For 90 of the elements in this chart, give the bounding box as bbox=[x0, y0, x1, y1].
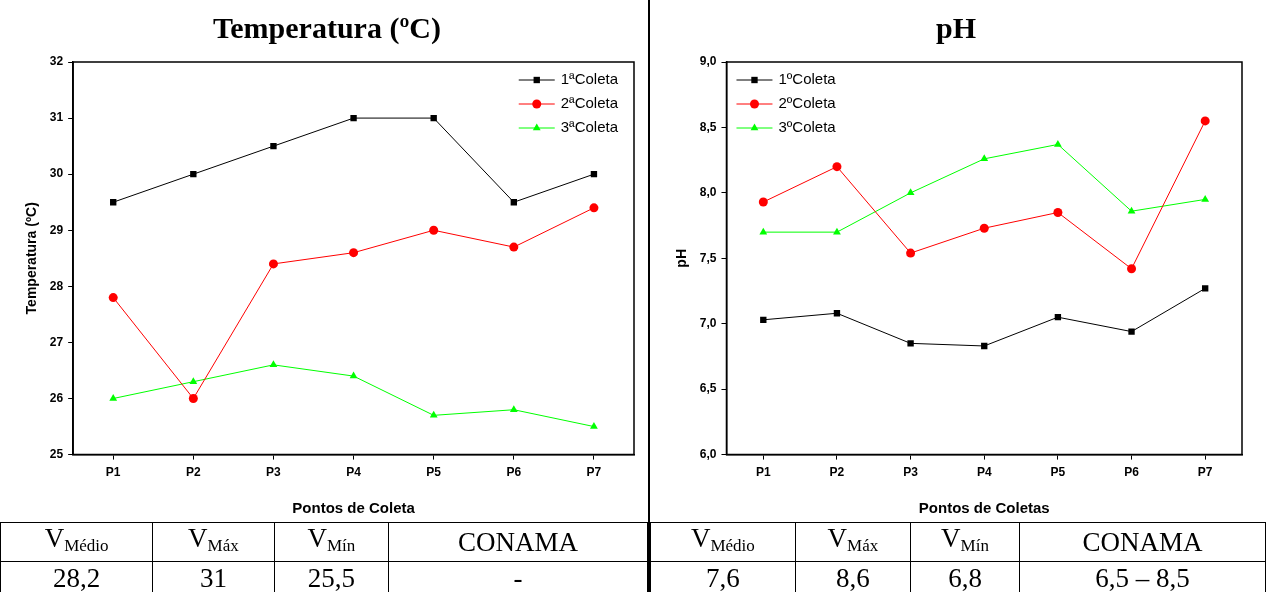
legend-label: 3ªColeta bbox=[560, 118, 619, 136]
text: 31 bbox=[152, 561, 275, 592]
point bbox=[509, 405, 518, 412]
y-axis-title: pH bbox=[673, 248, 690, 268]
text: 7,6 bbox=[650, 561, 796, 592]
x-tick-label: P5 bbox=[426, 465, 442, 480]
y-tick-label: 25 bbox=[49, 446, 64, 461]
y-tick-label: 6,5 bbox=[699, 381, 717, 396]
y-tick-label: 26 bbox=[49, 390, 64, 405]
legend-label: 2ªColeta bbox=[560, 94, 619, 112]
y-tick-label: 28 bbox=[49, 278, 64, 293]
point bbox=[269, 360, 278, 368]
y-tick-label: 8,0 bbox=[699, 185, 717, 200]
text: 6,5 – 8,5 bbox=[1019, 561, 1266, 592]
x-tick-label: P5 bbox=[1050, 465, 1066, 480]
y-tick-label: 29 bbox=[49, 222, 64, 237]
y-tick-label: 30 bbox=[49, 166, 64, 181]
text: V$_{Máx}$ bbox=[795, 522, 911, 562]
text: 6,8 bbox=[910, 561, 1020, 592]
point bbox=[980, 154, 989, 162]
point bbox=[907, 340, 914, 347]
x-axis-title: Pontos de Coleta bbox=[292, 499, 416, 517]
x-tick-label: P2 bbox=[829, 465, 845, 480]
point bbox=[190, 170, 197, 178]
point bbox=[268, 259, 278, 269]
point bbox=[1201, 285, 1209, 292]
x-tick-label: P4 bbox=[346, 465, 362, 480]
point bbox=[1127, 206, 1136, 214]
y-tick-label: 6,0 bbox=[699, 446, 717, 461]
x-tick-label: P2 bbox=[185, 465, 201, 480]
legend-label: 1ºColeta bbox=[778, 70, 837, 88]
x-tick-label: P6 bbox=[1124, 465, 1140, 480]
point bbox=[109, 394, 118, 401]
y-tick-label: 7,0 bbox=[699, 316, 717, 331]
x-axis-title: Pontos de Coletas bbox=[918, 499, 1050, 517]
text: 28,2 bbox=[0, 561, 153, 592]
legend-label: 2ºColeta bbox=[778, 94, 837, 112]
point bbox=[906, 188, 915, 196]
y-axis-title: Temperatura (ºC) bbox=[23, 202, 40, 315]
x-tick-label: P3 bbox=[903, 465, 919, 480]
point bbox=[758, 197, 768, 207]
point bbox=[1201, 194, 1210, 202]
text: V$_{Médio}$ bbox=[650, 522, 796, 562]
point bbox=[509, 242, 519, 252]
point bbox=[979, 223, 989, 233]
point bbox=[1128, 328, 1135, 335]
text: V$_{Máx}$ bbox=[152, 522, 275, 562]
x-tick-label: P1 bbox=[755, 465, 771, 480]
x-tick-label: P3 bbox=[266, 465, 282, 480]
text: V$_{Mín}$ bbox=[910, 522, 1020, 562]
point bbox=[832, 162, 842, 172]
y-tick-label: 9,0 bbox=[699, 54, 717, 69]
y-tick-label: 27 bbox=[49, 334, 64, 349]
point bbox=[1127, 264, 1137, 274]
text: 8,6 bbox=[795, 561, 911, 592]
point bbox=[108, 293, 118, 303]
legend-label: 3ºColeta bbox=[778, 118, 837, 136]
point bbox=[906, 248, 916, 258]
point bbox=[590, 422, 598, 429]
chart-title: Temperatura (ºC) bbox=[213, 10, 441, 45]
y-tick-label: 8,5 bbox=[699, 119, 717, 134]
legend-label: 1ªColeta bbox=[560, 70, 619, 88]
point bbox=[349, 248, 359, 258]
x-tick-label: P6 bbox=[506, 465, 522, 480]
chart-title: pH bbox=[935, 10, 977, 44]
point bbox=[589, 203, 599, 213]
point bbox=[349, 371, 358, 379]
text: 25,5 bbox=[274, 561, 389, 592]
point bbox=[189, 377, 198, 384]
point bbox=[1053, 139, 1062, 147]
text: - bbox=[388, 561, 648, 592]
x-tick-label: P7 bbox=[1197, 465, 1213, 480]
point bbox=[188, 394, 198, 404]
point bbox=[270, 142, 277, 150]
text: CONAMA bbox=[1019, 522, 1266, 562]
point bbox=[350, 114, 357, 122]
text: V$_{Mín}$ bbox=[274, 522, 389, 562]
y-tick-label: 32 bbox=[49, 54, 64, 69]
y-tick-label: 7,5 bbox=[699, 250, 717, 265]
x-tick-label: P1 bbox=[105, 465, 121, 480]
text: V$_{Médio}$ bbox=[0, 522, 153, 562]
x-tick-label: P4 bbox=[976, 465, 992, 480]
text: CONAMA bbox=[388, 522, 648, 562]
point bbox=[1053, 208, 1063, 217]
point bbox=[1200, 116, 1210, 126]
point bbox=[429, 225, 439, 235]
y-tick-label: 31 bbox=[49, 110, 64, 125]
point bbox=[429, 410, 438, 418]
point bbox=[759, 227, 768, 235]
x-tick-label: P7 bbox=[586, 465, 602, 480]
